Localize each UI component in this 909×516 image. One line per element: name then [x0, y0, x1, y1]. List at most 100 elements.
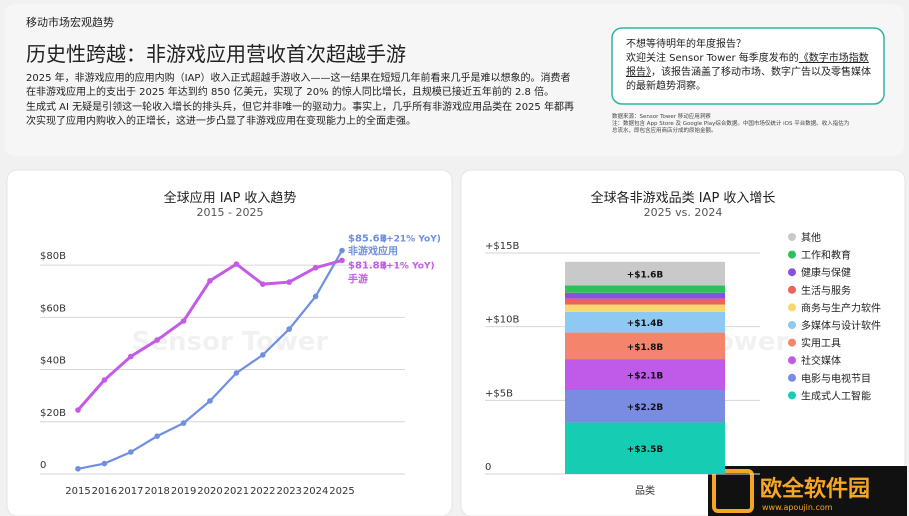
legend-swatch [788, 233, 796, 241]
x-tick-label: 2022 [250, 486, 275, 497]
point [312, 264, 319, 271]
bar-segment [565, 292, 725, 299]
point [154, 433, 160, 439]
y-tick-label: 0 [485, 462, 491, 473]
series-label: 手游 [348, 272, 368, 285]
x-tick-label: 2023 [276, 486, 301, 497]
legend-label: 商务与生产力软件 [801, 301, 881, 314]
x-tick-label: 2021 [224, 486, 249, 497]
x-tick-label: 2017 [118, 486, 143, 497]
legend-label: 多媒体与设计软件 [801, 319, 881, 332]
x-tick-label: 2016 [92, 486, 117, 497]
bar-segment [565, 390, 725, 423]
point [154, 337, 160, 343]
x-tick-label: 2015 [65, 486, 90, 497]
bar-segment [565, 332, 725, 360]
bar-segment [565, 359, 725, 391]
point [207, 398, 213, 404]
annotation: (+21% YoY) [382, 234, 441, 244]
point [339, 257, 345, 264]
point [312, 293, 319, 300]
chart-title: 全球各非游戏品类 IAP 收入增长 [591, 190, 776, 206]
value-label: +$2.1B [627, 372, 664, 382]
y-tick-label: $80B [40, 251, 66, 262]
x-tick-label: 2019 [171, 486, 196, 497]
bar-segment [565, 285, 725, 293]
paragraph: 生成式 AI 无疑是引领这一轮收入增长的排头兵，但它并非唯一的驱动力。事实上，几… [26, 102, 574, 127]
value-label: +$1.6B [627, 271, 664, 281]
bar-segment [565, 298, 725, 305]
legend-label: 工作和教育 [801, 249, 851, 262]
legend-label: 其他 [801, 231, 821, 244]
legend-swatch [788, 250, 796, 259]
source: 数据来源：Sensor Tower 移动应用洞察 [612, 114, 711, 120]
watermark: Sensor Tower [132, 327, 329, 357]
legend-swatch [788, 356, 796, 365]
chart-card [6, 169, 453, 516]
callout-question: 不想等待明年的年度报告？ [626, 39, 746, 50]
x-tick-label: 2020 [197, 486, 222, 497]
value-label: $81.8B [348, 260, 387, 271]
callout-link[interactable]: 《数字市场指数报告》 [626, 53, 869, 78]
value-label: +$3.5B [627, 445, 664, 455]
sources: 数据来源：Sensor Tower 移动应用洞察 注：数据包含 App Stor… [612, 114, 852, 135]
chart-title: 全球应用 IAP 收入趋势 [164, 190, 297, 206]
bar-segment [565, 422, 725, 474]
legend-swatch [788, 338, 796, 347]
legend-label: 生活与服务 [801, 284, 851, 297]
logo-url: www.apoujin.com [762, 503, 833, 512]
legend-swatch [788, 285, 796, 294]
bar-segment [565, 311, 725, 333]
x-tick-label: 2024 [303, 486, 328, 497]
value-label: $85.6B [348, 233, 387, 244]
x-tick-label: 2025 [329, 486, 354, 497]
paragraph: 2025 年，非游戏应用的应用内购（IAP）收入正式超越手游收入——这一结果在短… [26, 73, 571, 98]
y-tick-label: +$5B [485, 388, 513, 399]
y-tick-label: +$10B [485, 315, 519, 326]
point [286, 326, 293, 332]
callout-text: ，该报告涵盖了移动市场、数字广告以及零售媒体的最新趋势洞察。 [626, 67, 871, 92]
point [101, 460, 108, 467]
chart-subtitle: 2015 - 2025 [197, 206, 264, 219]
callout-box [611, 27, 885, 105]
legend-swatch [788, 321, 796, 329]
section-label: 移动市场宏观趋势 [26, 16, 114, 29]
legend-swatch [788, 303, 796, 312]
point [260, 281, 266, 287]
logo-icon [712, 469, 754, 513]
legend-label: 电影与电视节目 [801, 372, 871, 385]
point [207, 277, 213, 284]
y-tick-label: 0 [40, 460, 46, 471]
legend-label: 健康与保健 [801, 266, 851, 279]
point [339, 247, 345, 254]
logo-name: 欧全软件园 [760, 476, 870, 502]
legend-swatch [788, 268, 796, 277]
point [180, 318, 187, 324]
point [233, 370, 240, 376]
point [260, 352, 266, 358]
value-label: +$1.4B [627, 319, 664, 329]
value-label: +$1.8B [627, 343, 664, 353]
note: 注：数据包含 App Store 及 Google Play综合数据。中国市场仅… [612, 121, 850, 134]
point [128, 449, 134, 455]
point [75, 465, 81, 472]
x-tick-label: 2018 [144, 486, 169, 497]
point [233, 261, 240, 267]
annotation: (+1% YoY) [382, 261, 435, 271]
chart-subtitle: 2025 vs. 2024 [644, 206, 723, 219]
point [75, 407, 81, 413]
series-label: 非游戏应用 [348, 244, 398, 257]
y-tick-label: +$15B [485, 241, 519, 252]
x-tick-label: 品类 [635, 484, 655, 497]
point [180, 420, 187, 426]
y-tick-label: $20B [40, 408, 66, 419]
point [286, 279, 293, 285]
y-tick-label: $60B [40, 303, 66, 314]
bar-segment [565, 261, 725, 286]
legend-swatch [788, 391, 796, 400]
callout-text: 欢迎关注 Sensor Tower 每季度发布的 [626, 53, 799, 64]
legend-swatch [788, 373, 796, 382]
legend-label: 生成式人工智能 [801, 389, 871, 402]
